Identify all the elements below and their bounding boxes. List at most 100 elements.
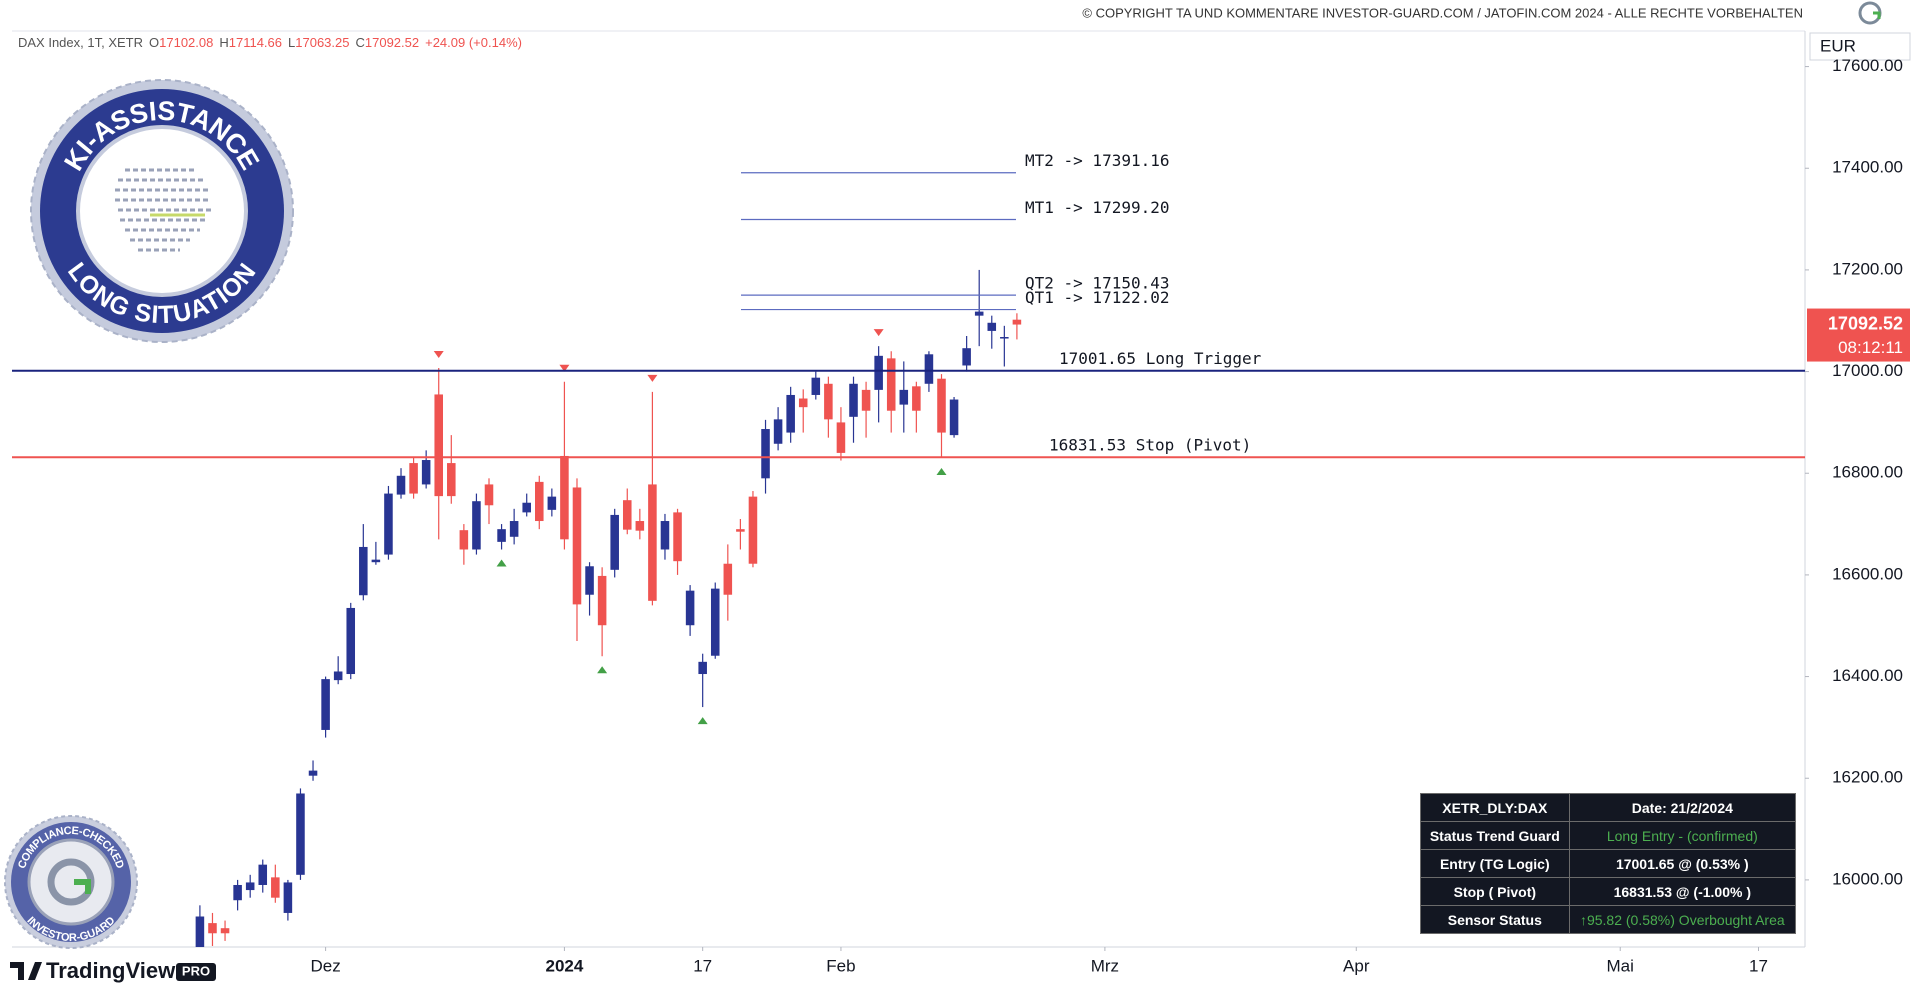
- candle-body: [685, 590, 695, 626]
- candle-body: [459, 530, 469, 550]
- x-tick-label: 2024: [546, 956, 584, 975]
- candle-body: [208, 923, 217, 934]
- candle-body: [1000, 337, 1009, 339]
- y-tick-label: 16800.00: [1832, 463, 1903, 482]
- cell: Status Trend Guard: [1420, 821, 1570, 850]
- x-tick-label: 17: [693, 956, 712, 975]
- y-tick-label: 17400.00: [1832, 158, 1903, 177]
- candle-body: [761, 429, 770, 479]
- cell: Sensor Status: [1420, 905, 1570, 934]
- candle-body: [535, 481, 544, 522]
- candle-body: [346, 607, 356, 675]
- candle-body: [472, 501, 481, 550]
- brand-tier: PRO: [182, 963, 210, 978]
- cell: Stop ( Pivot): [1420, 877, 1570, 906]
- candle-body: [874, 355, 883, 390]
- x-tick-label: Dez: [310, 956, 340, 975]
- y-tick-label: 17600.00: [1832, 56, 1903, 75]
- candle-body: [937, 378, 946, 433]
- brand-name: TradingView: [46, 958, 176, 983]
- candle-body: [434, 394, 443, 497]
- level-label: QT2 -> 17150.43: [1025, 274, 1170, 293]
- candle-body: [220, 928, 230, 934]
- candle-body: [673, 512, 682, 562]
- candle-body: [811, 377, 821, 395]
- candle-body: [245, 882, 255, 891]
- candle-body: [308, 770, 318, 776]
- y-tick-label: 17200.00: [1832, 259, 1903, 278]
- cell: Long Entry - (confirmed): [1568, 821, 1797, 850]
- buy-signal: [936, 467, 947, 475]
- cell: Entry (TG Logic): [1420, 849, 1570, 878]
- candle-body: [736, 529, 745, 532]
- candle-body: [786, 394, 795, 433]
- cell: 16831.53 @ (-1.00% ): [1568, 877, 1797, 906]
- compliance-badge: COMPLIANCE-CHECKED INVESTOR-GUARD: [4, 815, 138, 949]
- plot: [195, 269, 1022, 947]
- candle-body: [974, 311, 984, 316]
- candle-body: [271, 877, 280, 898]
- candle-body: [710, 588, 720, 656]
- legend: DAX Index, 1T, XETR O17102.08 H17114.66 L17…: [18, 35, 522, 50]
- buy-signal: [697, 717, 708, 725]
- sell-signal: [647, 374, 658, 382]
- candle-body: [698, 661, 707, 675]
- sell-signal: [873, 329, 884, 337]
- sell-signal: [559, 364, 570, 372]
- candle-body: [409, 463, 418, 494]
- y-tick-label: 16600.00: [1832, 564, 1903, 583]
- x-tick-label: Mrz: [1091, 956, 1119, 975]
- price-badge: [1807, 308, 1910, 362]
- y-tick-label: 16000.00: [1832, 869, 1903, 888]
- y-tick-label: 17000.00: [1832, 361, 1903, 380]
- candle-body: [359, 546, 368, 596]
- candle-body: [333, 671, 343, 681]
- candle-body: [371, 559, 381, 563]
- last-price: 17092.52: [1828, 313, 1903, 333]
- candle-body: [924, 354, 934, 384]
- candle-body: [585, 566, 594, 595]
- candle-body: [899, 389, 909, 405]
- x-tick-label: Apr: [1343, 956, 1370, 975]
- candle-body: [195, 916, 205, 947]
- buy-signal: [597, 666, 608, 674]
- cell: Date: 21/2/2024: [1568, 793, 1797, 822]
- candle-body: [861, 389, 871, 411]
- status-table: XETR_DLY:DAX Date: 21/2/2024 Status Trend…: [1420, 793, 1797, 934]
- candle-body: [296, 793, 305, 875]
- candle-body: [384, 493, 393, 555]
- candle-body: [824, 383, 833, 420]
- candle-body: [610, 514, 619, 570]
- currency-box: [1809, 32, 1911, 61]
- candle-body: [509, 521, 519, 537]
- candle-body: [912, 386, 921, 411]
- countdown: 08:12:11: [1838, 338, 1903, 357]
- candle-body: [258, 864, 268, 885]
- copyright: © COPYRIGHT TA UND KOMMENTARE INVESTOR-G…: [1082, 5, 1803, 20]
- candle-body: [635, 521, 645, 531]
- candle-body: [622, 500, 632, 530]
- level-label: MT1 -> 17299.20: [1025, 198, 1170, 217]
- candle-body: [798, 398, 808, 408]
- candle-body: [421, 460, 431, 485]
- candle-body: [748, 496, 758, 564]
- legend-title: DAX Index, 1T, XETR O17102.08 H17114.66 L17…: [18, 35, 522, 50]
- candle-body: [773, 419, 783, 444]
- currency: EUR: [1820, 36, 1856, 55]
- x-tick-label: Feb: [826, 956, 855, 975]
- candle-body: [522, 502, 531, 513]
- candle-body: [987, 322, 997, 331]
- candle-body: [547, 496, 557, 510]
- cell: ↑95.82 (0.58%) Overbought Area: [1568, 905, 1797, 934]
- candle-body: [597, 575, 607, 626]
- level-label: 17001.65 Long Trigger: [1059, 349, 1262, 368]
- candle-body: [849, 383, 858, 417]
- candle-body: [836, 422, 846, 453]
- candle-body: [497, 529, 506, 542]
- ki-badge: KI-ASSISTANCE LONG SITUATION: [30, 79, 294, 343]
- buy-signal: [496, 559, 507, 567]
- sell-signal: [433, 351, 444, 359]
- candle-body: [572, 487, 582, 605]
